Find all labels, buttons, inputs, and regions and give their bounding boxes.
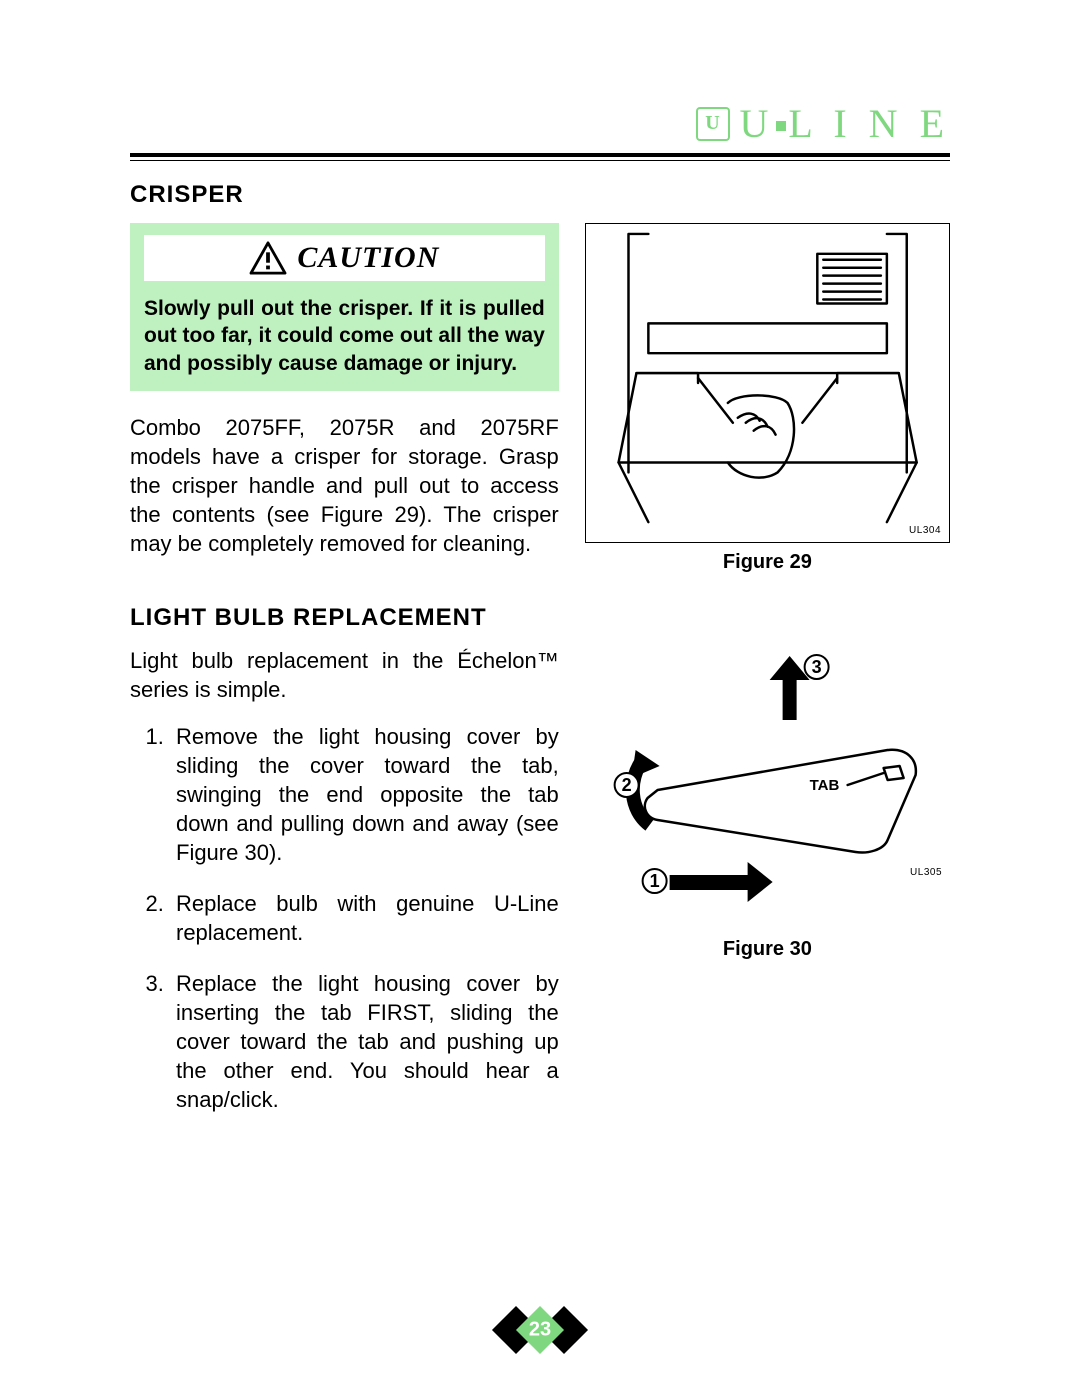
light-left: Light bulb replacement in the Échelon™ s… (130, 646, 559, 1136)
light-step-3: Replace the light housing cover by inser… (170, 969, 559, 1114)
rule-thin (130, 160, 950, 161)
page-number-ornament: 23 (499, 1313, 581, 1347)
caution-box: CAUTION Slowly pull out the crisper. If … (130, 223, 559, 391)
light-cover-illustration-icon: 1 2 3 TAB (585, 650, 950, 930)
crisper-illustration-icon (586, 224, 949, 542)
figure-29-caption: Figure 29 (585, 551, 950, 574)
light-step-1: Remove the light housing cover by slidin… (170, 722, 559, 867)
brand-logo: U UL I N E (696, 100, 950, 147)
step-marker-1: 1 (641, 868, 667, 894)
figure-29-wrap: UL304 Figure 29 (585, 223, 950, 574)
brand-text-part2: L I N E (788, 101, 950, 146)
caution-label: CAUTION (297, 241, 439, 275)
light-steps: Remove the light housing cover by slidin… (130, 722, 559, 1114)
tab-label: TAB (809, 777, 839, 794)
light-intro: Light bulb replacement in the Échelon™ s… (130, 646, 559, 704)
header-rules (130, 153, 950, 161)
brand-text-part1: U (740, 101, 775, 146)
warning-triangle-icon (249, 241, 287, 275)
brand-mark: U (696, 107, 730, 141)
step-marker-2: 2 (613, 772, 639, 798)
brand-text: UL I N E (740, 100, 950, 147)
brand-separator-icon (776, 121, 786, 131)
section-title-crisper: CRISPER (130, 181, 950, 209)
light-right: 1 2 3 TAB UL305 Figure 30 (585, 646, 950, 961)
crisper-right: UL304 Figure 29 (585, 223, 950, 574)
figure-29-code: UL304 (909, 525, 941, 536)
figure-29: UL304 (585, 223, 950, 543)
figure-30-code: UL305 (910, 867, 942, 878)
caution-header: CAUTION (144, 235, 545, 281)
crisper-columns: CAUTION Slowly pull out the crisper. If … (130, 223, 950, 574)
rule-thick (130, 153, 950, 157)
caution-body: Slowly pull out the crisper. If it is pu… (144, 295, 545, 377)
brand-header: U UL I N E (130, 100, 950, 147)
step-marker-3: 3 (803, 654, 829, 680)
manual-page: U UL I N E CRISPER CAUTION Slowly pul (0, 0, 1080, 1397)
crisper-body: Combo 2075FF, 2075R and 2075RF models ha… (130, 413, 559, 558)
page-number: 23 (529, 1319, 551, 1342)
figure-30-wrap: 1 2 3 TAB UL305 Figure 30 (585, 650, 950, 961)
light-columns: Light bulb replacement in the Échelon™ s… (130, 646, 950, 1136)
figure-30-caption: Figure 30 (585, 938, 950, 961)
light-step-2: Replace bulb with genuine U-Line replace… (170, 889, 559, 947)
section-title-light: LIGHT BULB REPLACEMENT (130, 604, 950, 632)
figure-30: 1 2 3 TAB UL305 (585, 650, 950, 930)
crisper-left: CAUTION Slowly pull out the crisper. If … (130, 223, 559, 558)
